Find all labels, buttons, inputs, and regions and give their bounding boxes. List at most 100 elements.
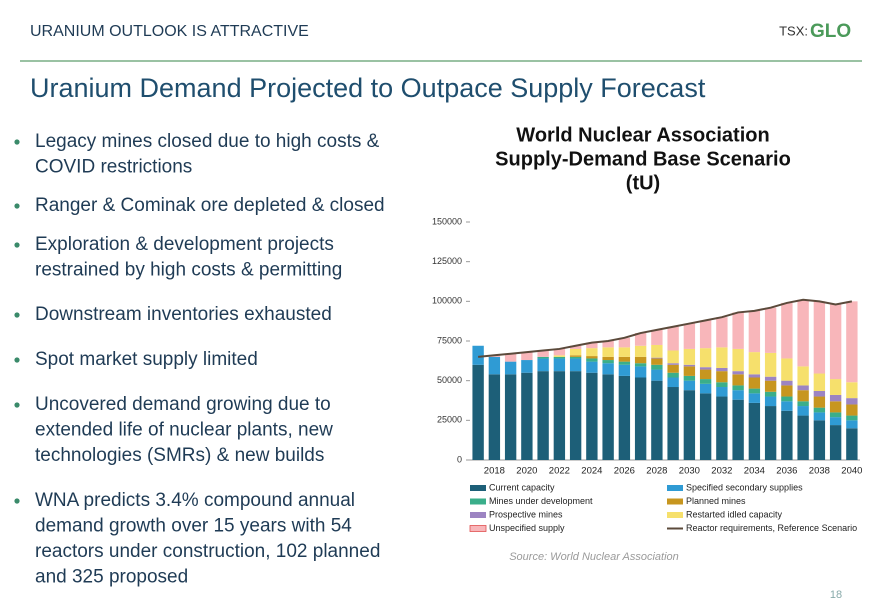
bar-segment — [602, 347, 614, 357]
chart-title: Supply-Demand Base Scenario — [495, 148, 791, 170]
bar-segment — [813, 407, 826, 413]
y-tick-label: 125000 — [432, 256, 462, 266]
bar-segment — [586, 358, 598, 362]
bar-segment — [634, 345, 647, 357]
bar-segment — [732, 399, 744, 460]
bar-segment — [618, 337, 631, 348]
bullet-text: Uncovered demand growing due to — [35, 394, 331, 415]
x-tick-label: 2034 — [744, 466, 765, 477]
bar-segment — [813, 373, 826, 391]
bar-segment — [829, 425, 842, 460]
bar-segment — [553, 356, 566, 359]
bar-segment — [748, 352, 761, 375]
x-tick-label: 2026 — [614, 466, 635, 477]
x-tick-label: 2018 — [484, 466, 505, 477]
bar-segment — [586, 361, 598, 373]
bar-segment — [634, 366, 647, 378]
bar-segment — [846, 382, 858, 399]
bullet-dot — [14, 139, 20, 145]
legend-swatch — [667, 512, 683, 518]
bar-segment — [618, 375, 631, 460]
legend-label: Mines under development — [489, 496, 593, 506]
bar-segment — [504, 353, 517, 362]
bar-segment — [716, 387, 728, 397]
bar-segment — [602, 374, 614, 460]
bar-segment — [748, 374, 761, 378]
chart-title: World Nuclear Association — [516, 124, 769, 146]
bar-segment — [683, 364, 696, 367]
bar-segment — [667, 377, 679, 388]
bar-segment — [586, 348, 598, 357]
bar-segment — [667, 326, 679, 351]
chart-source: Source: World Nuclear Association — [509, 551, 679, 563]
y-tick-label: 150000 — [432, 216, 462, 226]
bar-segment — [521, 360, 533, 373]
bar-segment — [651, 369, 663, 381]
bar-segment — [764, 376, 777, 381]
y-tick-label: 25000 — [437, 415, 462, 425]
bar-segment — [537, 356, 549, 359]
bar-segment — [488, 356, 501, 375]
legend-label: Prospective mines — [489, 509, 563, 519]
bar-segment — [699, 367, 712, 370]
bar-segment — [829, 412, 842, 418]
bar-segment — [618, 361, 631, 365]
legend-swatch — [667, 485, 683, 491]
bar-segment — [813, 396, 826, 408]
bar-segment — [781, 358, 793, 381]
slide-title: Uranium Demand Projected to Outpace Supp… — [30, 73, 706, 103]
bar-segment — [716, 317, 728, 348]
bar-segment — [797, 401, 809, 407]
bar-segment — [797, 390, 809, 402]
bar-segment — [521, 372, 533, 460]
bar-segment — [634, 356, 647, 364]
bar-segment — [553, 371, 566, 460]
bullet-dot — [14, 312, 20, 318]
bullet-text: Legacy mines closed due to high costs & — [35, 131, 380, 152]
legend-label: Planned mines — [686, 496, 746, 506]
bar-segment — [748, 393, 761, 403]
legend-label: Unspecified supply — [489, 523, 565, 533]
bar-segment — [553, 358, 566, 372]
bar-segment — [764, 391, 777, 397]
bar-segment — [569, 355, 582, 357]
bar-segment — [813, 412, 826, 421]
bar-segment — [699, 379, 712, 384]
bar-segment — [667, 364, 679, 373]
bar-segment — [651, 329, 663, 345]
bar-segment — [667, 363, 679, 365]
bar-segment — [699, 348, 712, 368]
bar-segment — [634, 363, 647, 367]
bar-segment — [797, 406, 809, 416]
x-tick-label: 2032 — [711, 466, 732, 477]
bullet-text: and 325 proposed — [35, 567, 188, 588]
bar-segment — [813, 390, 826, 397]
bullet-text: restrained by high costs & permitting — [35, 260, 342, 281]
bar-segment — [634, 333, 647, 346]
bar-segment — [667, 372, 679, 378]
bar-segment — [618, 347, 631, 357]
bar-segment — [797, 415, 809, 460]
x-tick-label: 2020 — [516, 466, 537, 477]
bar-segment — [764, 307, 777, 353]
bar-segment — [699, 369, 712, 380]
bar-segment — [472, 345, 484, 365]
bar-segment — [846, 301, 858, 383]
page-number: 18 — [830, 589, 842, 601]
bullet-text: Downstream inventories exhausted — [35, 304, 332, 325]
x-tick-label: 2028 — [646, 466, 667, 477]
bar-segment — [764, 406, 777, 460]
bar-segment — [488, 374, 501, 460]
bar-segment — [618, 364, 631, 376]
bar-segment — [716, 396, 728, 460]
bar-segment — [829, 394, 842, 402]
bar-segment — [748, 388, 761, 394]
bar-segment — [781, 302, 793, 359]
legend-label: Restarted idled capacity — [686, 509, 783, 519]
bar-segment — [829, 379, 842, 395]
bullet-text: demand growth over 15 years with 54 — [35, 516, 352, 537]
bar-segment — [764, 352, 777, 377]
legend-label: Current capacity — [489, 482, 555, 492]
bar-segment — [716, 371, 728, 383]
